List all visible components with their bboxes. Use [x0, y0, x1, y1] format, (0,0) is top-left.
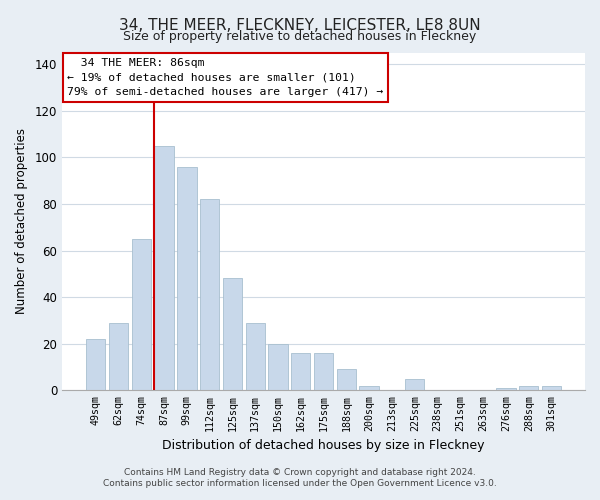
- Bar: [291, 353, 310, 391]
- Bar: [177, 166, 197, 390]
- Bar: [223, 278, 242, 390]
- Bar: [268, 344, 287, 390]
- Text: Size of property relative to detached houses in Fleckney: Size of property relative to detached ho…: [124, 30, 476, 43]
- Text: 34 THE MEER: 86sqm
← 19% of detached houses are smaller (101)
79% of semi-detach: 34 THE MEER: 86sqm ← 19% of detached hou…: [67, 58, 383, 97]
- Text: Contains HM Land Registry data © Crown copyright and database right 2024.
Contai: Contains HM Land Registry data © Crown c…: [103, 468, 497, 487]
- Bar: [542, 386, 561, 390]
- Bar: [131, 239, 151, 390]
- Bar: [200, 200, 219, 390]
- Bar: [314, 353, 333, 391]
- Bar: [337, 370, 356, 390]
- Bar: [245, 322, 265, 390]
- Bar: [154, 146, 174, 390]
- Bar: [519, 386, 538, 390]
- Text: 34, THE MEER, FLECKNEY, LEICESTER, LE8 8UN: 34, THE MEER, FLECKNEY, LEICESTER, LE8 8…: [119, 18, 481, 32]
- Y-axis label: Number of detached properties: Number of detached properties: [15, 128, 28, 314]
- X-axis label: Distribution of detached houses by size in Fleckney: Distribution of detached houses by size …: [163, 440, 485, 452]
- Bar: [109, 322, 128, 390]
- Bar: [405, 378, 424, 390]
- Bar: [496, 388, 515, 390]
- Bar: [86, 339, 106, 390]
- Bar: [359, 386, 379, 390]
